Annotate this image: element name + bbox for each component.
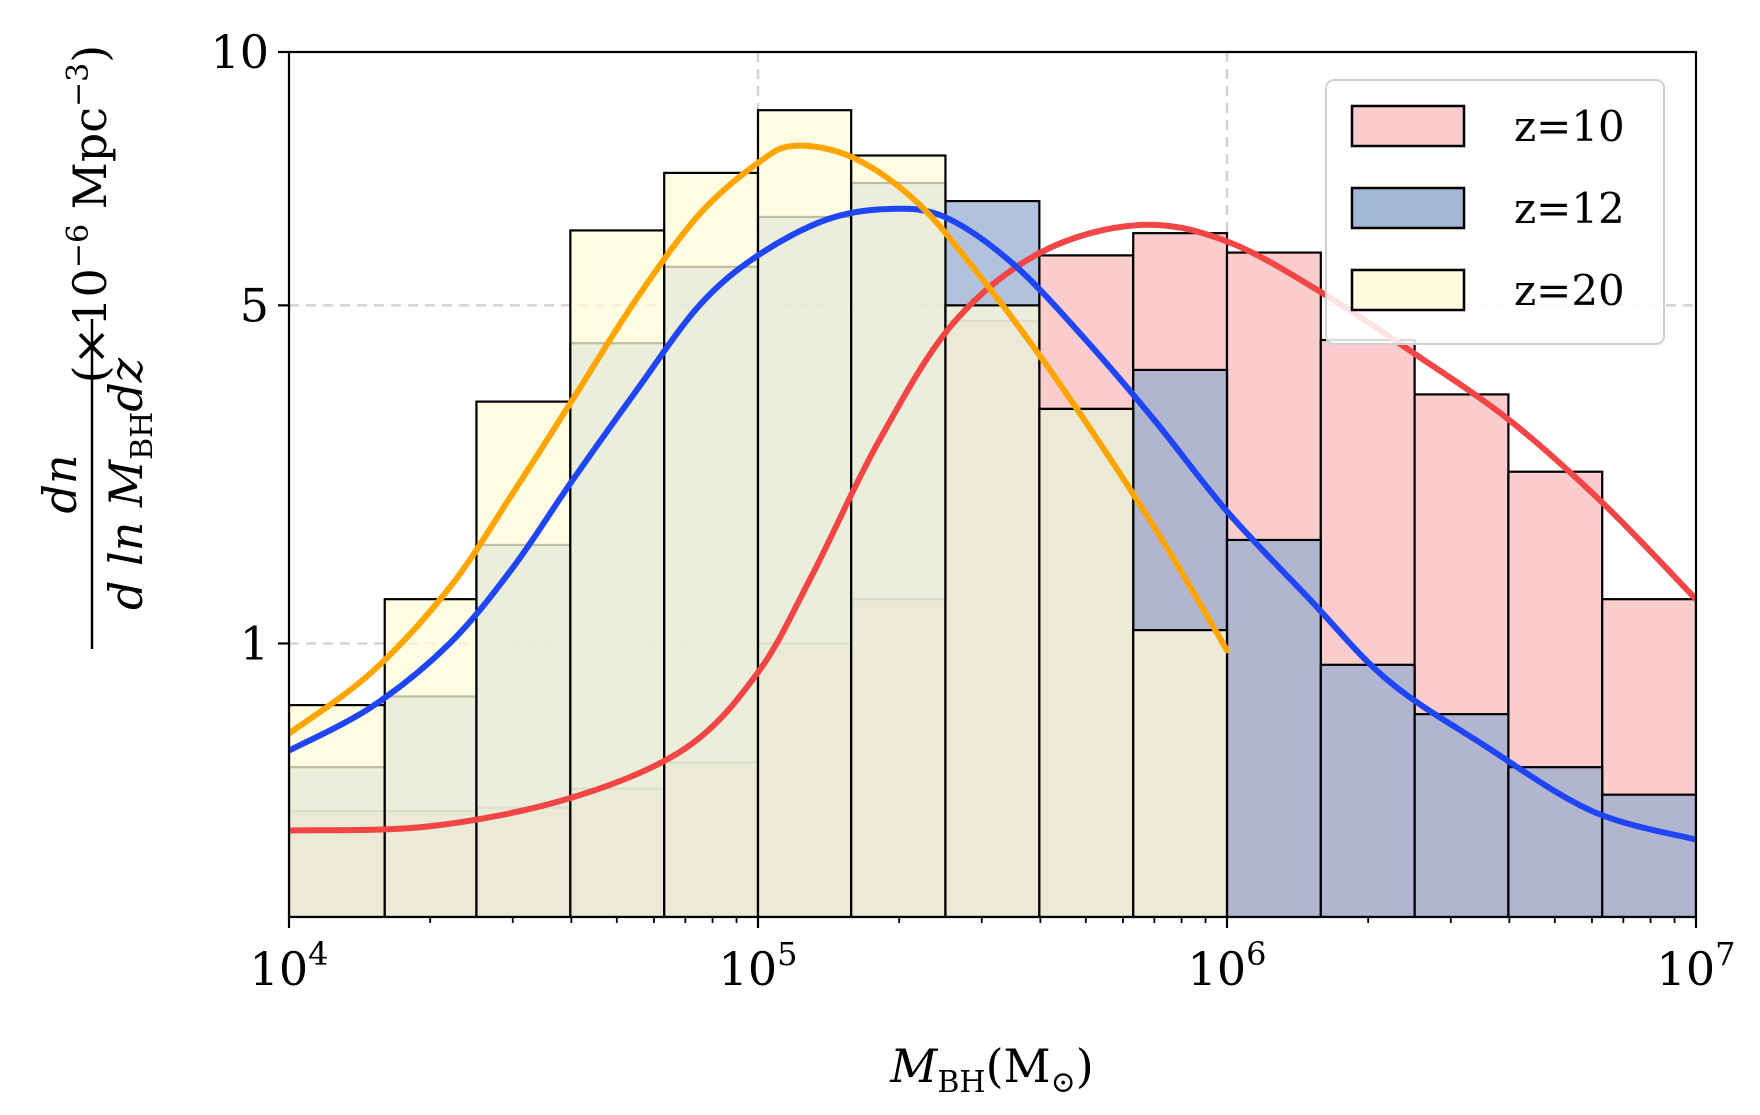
bar-z=12-11 <box>1319 663 1416 917</box>
y-axis-label: dn d ln MBHdz (×10−6 Mpc−3) <box>33 45 160 649</box>
y-label-denominator: d ln MBHdz <box>99 357 160 610</box>
curve-z=20 <box>289 142 1230 737</box>
legend: z=10 z=12 z=20 <box>1325 79 1665 345</box>
y-label-units: (×10−6 Mpc−3) <box>61 45 117 383</box>
curve-z=12 <box>289 205 1696 843</box>
x-tick-label-0: 104 <box>250 935 329 996</box>
bar-z=12-12 <box>1413 713 1510 917</box>
bar-z=12-14 <box>1601 793 1696 917</box>
bar-z=20-8 <box>1038 407 1135 917</box>
bar-z=20-0 <box>289 704 386 917</box>
y-tick-label-1: 5 <box>240 278 269 332</box>
bar-z=20-6 <box>850 154 947 917</box>
y-tick-label-0: 1 <box>240 616 269 670</box>
x-tick-labels: 104 105 106 107 <box>250 935 1736 996</box>
x-tick-label-1: 105 <box>719 935 798 996</box>
legend-label-z=20: z=20 <box>1514 266 1625 315</box>
bar-z=20-2 <box>475 400 572 917</box>
legend-swatch-z=10 <box>1350 104 1466 148</box>
x-axis-label: MBH(M⊙) <box>889 1039 1093 1100</box>
legend-swatch-z=20 <box>1350 268 1466 312</box>
plot-frame <box>287 50 1698 919</box>
bar-z=20-9 <box>1132 629 1229 917</box>
y-tick-label-2: 10 <box>210 25 269 79</box>
legend-label-z=12: z=12 <box>1514 184 1625 233</box>
y-label-numerator: dn <box>33 454 87 513</box>
bar-z=20-4 <box>663 171 760 917</box>
curve-z=10 <box>289 221 1696 834</box>
x-tick-label-3: 107 <box>1657 935 1736 996</box>
x-tick-label-2: 106 <box>1188 935 1267 996</box>
fit-curves <box>289 142 1696 843</box>
bar-z=20-7 <box>944 304 1041 917</box>
axis-ticks <box>278 50 1698 928</box>
legend-label-z=10: z=10 <box>1514 102 1625 151</box>
bar-z=12-10 <box>1225 538 1322 917</box>
legend-swatch-z=12 <box>1350 186 1466 230</box>
bar-z=20-1 <box>383 598 478 917</box>
